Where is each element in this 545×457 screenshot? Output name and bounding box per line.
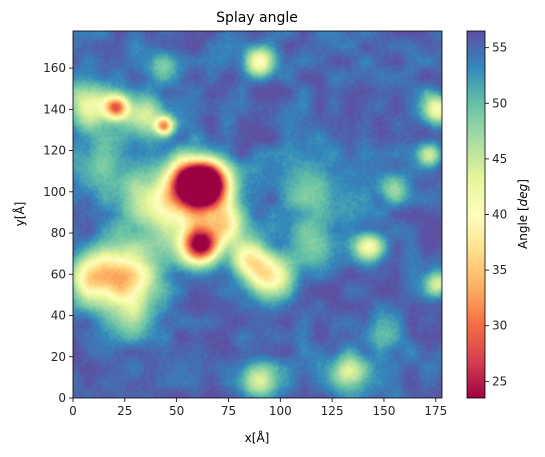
y-tick-label: 40: [51, 309, 66, 323]
colorbar-ticks: 25 30 35 40 45 50 55: [485, 41, 507, 388]
colorbar-tick-label: 35: [492, 263, 507, 277]
y-tick-label: 80: [51, 226, 66, 240]
colorbar-label: Angle [deg]: [516, 179, 530, 249]
x-axis-label: x[Å]: [245, 430, 270, 445]
x-tick-label: 75: [221, 404, 236, 418]
y-tick-label: 0: [58, 391, 66, 405]
x-tick-label: 175: [424, 404, 447, 418]
x-tick-label: 0: [69, 404, 77, 418]
y-axis-label: y[Å]: [12, 202, 27, 227]
colorbar-tick-label: 50: [492, 96, 507, 110]
x-axis-ticks: 0 25 50 75 100 125 150 175: [69, 398, 447, 418]
colorbar-label-text: Angle [: [516, 206, 530, 249]
colorbar-tick-label: 30: [492, 319, 507, 333]
colorbar-label-unit: deg: [516, 183, 530, 206]
colorbar-tick-label: 55: [492, 41, 507, 55]
y-tick-label: 20: [51, 350, 66, 364]
colorbar-tick-label: 25: [492, 374, 507, 388]
plot-frame: [72, 30, 443, 399]
colorbar-tick-label: 45: [492, 152, 507, 166]
colorbar: [466, 30, 486, 399]
x-tick-label: 150: [373, 404, 396, 418]
y-tick-label: 60: [51, 267, 66, 281]
colorbar-label-close: ]: [516, 179, 530, 184]
colorbar-gradient: [467, 31, 485, 398]
heatmap-area: [72, 30, 443, 399]
x-tick-label: 25: [117, 404, 132, 418]
x-tick-label: 100: [269, 404, 292, 418]
y-axis-ticks: 0 20 40 60 80 100 120 140 160: [43, 61, 73, 405]
x-tick-label: 125: [321, 404, 344, 418]
y-tick-label: 140: [43, 102, 66, 116]
y-tick-label: 120: [43, 144, 66, 158]
chart-title: Splay angle: [216, 10, 298, 26]
colorbar-tick-label: 40: [492, 208, 507, 222]
x-tick-label: 50: [169, 404, 184, 418]
y-tick-label: 160: [43, 61, 66, 75]
heatmap-image: [73, 31, 442, 398]
y-tick-label: 100: [43, 185, 66, 199]
